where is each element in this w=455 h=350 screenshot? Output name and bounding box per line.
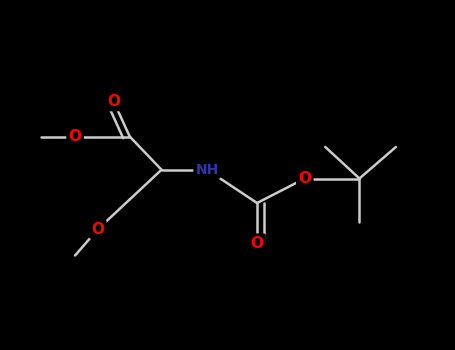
- Text: O: O: [298, 171, 311, 186]
- Text: NH: NH: [195, 163, 219, 177]
- Text: O: O: [69, 129, 81, 144]
- Text: O: O: [107, 94, 120, 109]
- Text: O: O: [251, 236, 263, 251]
- Text: O: O: [91, 222, 104, 237]
